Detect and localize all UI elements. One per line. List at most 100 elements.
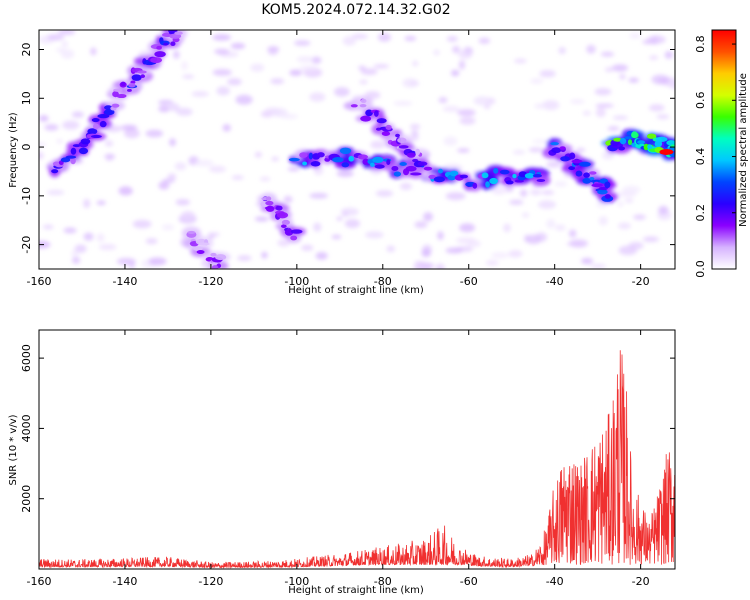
heatmap-ridge-core [288, 157, 300, 162]
heatmap-ridge-core [211, 265, 219, 269]
heatmap-speckle [123, 128, 140, 139]
heatmap-speckle [656, 114, 670, 120]
heatmap-speckle [594, 88, 612, 96]
heatmap-speckle [658, 205, 669, 215]
colorbar-tick-label: 0.2 [694, 204, 707, 222]
heatmap-ridge-core [99, 120, 107, 128]
heatmap-speckle [173, 50, 180, 60]
heatmap-speckle [116, 257, 136, 266]
heatmap-speckle [96, 233, 105, 243]
heatmap-ridge-core [637, 140, 646, 145]
heatmap-ridge-core [350, 104, 358, 108]
heatmap-speckle [491, 252, 509, 259]
heatmap-ridge-core [559, 146, 566, 150]
snr-y-tick-label: 2000 [20, 485, 33, 513]
heatmap-ridge-core [131, 74, 142, 81]
colorbar-tick-label: 0.0 [694, 260, 707, 278]
heatmap-speckle [254, 216, 269, 222]
heatmap-speckle [359, 79, 368, 85]
heatmap-speckle [414, 221, 428, 229]
heatmap-speckle [491, 185, 507, 195]
heatmap-speckle [271, 156, 279, 162]
heatmap-speckle [313, 222, 322, 232]
heatmap-ridge-core [156, 45, 162, 50]
heatmap-ridge-core [341, 162, 350, 168]
heatmap-speckle [542, 100, 560, 111]
heatmap-speckle [628, 77, 639, 83]
heatmap-speckle [39, 152, 44, 160]
heatmap-speckle [433, 49, 440, 56]
heatmap-speckle [649, 55, 659, 60]
heatmap-y-tick-label: 20 [20, 43, 33, 57]
heatmap-ridge-core [550, 141, 559, 146]
heatmap-ridge-core [113, 88, 123, 92]
snr-x-axis-label: Height of straight line (km) [288, 585, 424, 596]
heatmap-speckle [619, 73, 626, 80]
heatmap-speckle [437, 231, 444, 241]
heatmap-speckle [358, 65, 366, 71]
heatmap-speckle [642, 236, 659, 243]
heatmap-ridge-core [87, 128, 98, 135]
heatmap-speckle [299, 65, 318, 71]
heatmap-speckle [222, 124, 231, 132]
heatmap-ridge-core [449, 170, 459, 177]
heatmap-ridge-core [310, 161, 321, 167]
heatmap-ridge-core [275, 205, 283, 211]
heatmap-ridge-core [654, 140, 663, 148]
heatmap-speckle [315, 252, 328, 260]
heatmap-x-axis-label: Height of straight line (km) [288, 285, 424, 296]
heatmap-speckle [611, 64, 629, 72]
snr-y-axis: 2000 4000 6000 [20, 344, 675, 513]
heatmap-ridge-core [324, 157, 331, 162]
heatmap-speckle [521, 212, 530, 218]
heatmap-speckle [466, 240, 481, 248]
heatmap-speckle [118, 186, 133, 196]
heatmap-speckle [340, 207, 359, 216]
heatmap-ridge-core [317, 152, 325, 158]
heatmap-speckle [277, 239, 290, 247]
heatmap-ridge-core [588, 171, 597, 175]
heatmap-speckle [457, 148, 470, 153]
heatmap-ridge-core [631, 131, 638, 139]
heatmap-speckle [351, 33, 369, 40]
heatmap-ridge-core [618, 146, 626, 151]
heatmap-ridge-core [551, 147, 562, 154]
heatmap-frame [38, 29, 676, 270]
heatmap-speckle [546, 219, 556, 229]
heatmap-ridge-core [568, 166, 576, 171]
heatmap-speckle [250, 63, 265, 72]
heatmap-speckle [595, 103, 614, 108]
heatmap-ridge-core [196, 249, 205, 255]
heatmap-speckle [553, 181, 568, 187]
heatmap-speckle [555, 224, 566, 231]
heatmap-speckle [71, 256, 81, 264]
heatmap-x-tick-label: -20 [632, 275, 650, 288]
heatmap-speckle [539, 69, 556, 78]
heatmap-ridge-core [120, 81, 126, 87]
heatmap-speckle [145, 129, 164, 138]
heatmap-speckle [438, 97, 448, 104]
heatmap-ridge-core [91, 118, 100, 123]
heatmap-speckle [83, 232, 94, 241]
heatmap-ridge-core [666, 140, 675, 146]
heatmap-ridge-core [415, 148, 421, 156]
heatmap-speckle [39, 115, 49, 122]
heatmap-speckle [443, 136, 458, 146]
snr-series-line [39, 350, 675, 569]
heatmap-speckle [393, 101, 413, 106]
heatmap-ridge-core [405, 165, 417, 172]
heatmap-ridge-core [360, 98, 367, 104]
heatmap-speckle [83, 198, 91, 209]
heatmap-speckle [62, 120, 80, 130]
heatmap-ridge-core [302, 161, 308, 166]
heatmap-speckle [404, 35, 417, 42]
heatmap-speckle [586, 44, 596, 54]
heatmap-ridge-core [598, 186, 608, 191]
snr-panel: -160 -140 -120 -100 -80 -60 -40 -20 2000 4000 600… [8, 329, 676, 596]
heatmap-ridge-core [655, 136, 668, 142]
heatmap-speckle [625, 198, 634, 203]
heatmap-ridge-core [93, 123, 100, 130]
heatmap-speckle [344, 218, 361, 229]
heatmap-speckle [508, 249, 523, 258]
heatmap-speckle [473, 96, 492, 106]
